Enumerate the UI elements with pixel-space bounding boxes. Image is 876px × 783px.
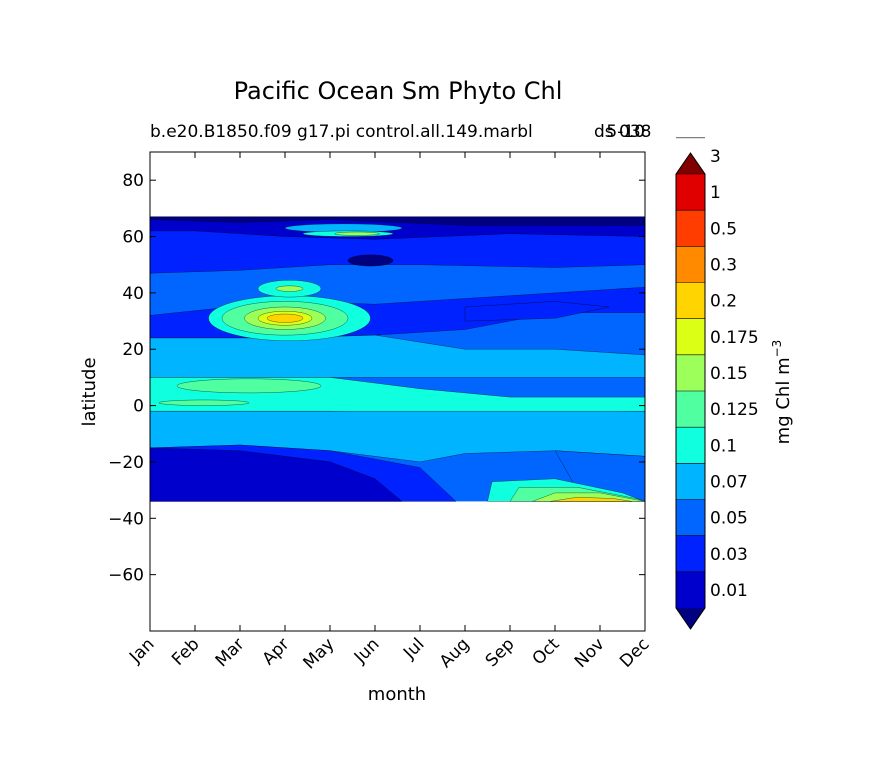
y-tick-label: 40 [122, 284, 144, 304]
colorbar-segment [676, 391, 705, 428]
contour-field [150, 216, 645, 502]
patch-may-peak [334, 231, 380, 236]
subtropic-north-low2 [464, 301, 610, 322]
colorbar-label-exponent: −3 [770, 340, 784, 358]
colorbar-label: mg Chl m−3 [770, 340, 794, 445]
colorbar-segment [676, 318, 705, 355]
x-tick-label: Dec [616, 634, 653, 671]
x-tick-label: Feb [168, 634, 203, 669]
low-patch-jun [347, 254, 394, 267]
colorbar-tick-label: 0.5 [710, 219, 737, 239]
colorbar-tick-label: 0.1 [710, 436, 737, 456]
y-axis-label: latitude [79, 357, 100, 426]
x-tick-label: Apr [259, 634, 294, 669]
colorbar-extend-max [676, 153, 705, 174]
colorbar-tick-label: 0.125 [710, 400, 759, 420]
colorbar-tick-label: 0.15 [710, 364, 748, 384]
colorbar-extend-min [676, 608, 705, 629]
x-tick-label: Mar [212, 634, 249, 671]
x-axis-label: month [368, 684, 426, 705]
colorbar-tick-label: 0.175 [710, 328, 759, 348]
y-axis: −60 −40 −20 0 20 40 60 80 [108, 171, 645, 586]
x-tick-label: Aug [436, 634, 474, 672]
colorbar-segment [676, 535, 705, 572]
colorbar: 0.01 0.03 0.05 0.07 0.1 0.125 0.15 0.175 0.2 0.3 0… [675, 137, 759, 630]
bloom-32s-peak [550, 496, 632, 502]
x-tick-label: Sep [482, 634, 519, 671]
colorbar-segment [676, 174, 705, 211]
y-tick-label: −40 [108, 509, 144, 529]
colorbar-segment [676, 463, 705, 500]
y-tick-label: 60 [122, 228, 144, 248]
y-tick-label: −60 [108, 566, 144, 586]
x-tick-label: Oct [529, 634, 564, 669]
colorbar-segment [676, 499, 705, 536]
colorbar-tick-label: 1 [710, 183, 721, 203]
chart-subtitle-right: 5-10 [606, 122, 645, 142]
colorbar-tick-label: 0.05 [710, 509, 748, 529]
x-tick-label: May [300, 634, 339, 673]
plot-frame [149, 151, 646, 632]
colorbar-tick-label: 0.2 [710, 292, 737, 312]
x-tick-label: Nov [571, 634, 609, 672]
equatorial-patch-mar [176, 378, 322, 394]
subtropic-south-lower [150, 447, 403, 502]
chart-subtitle-left: b.e20.B1850.f09 g17.pi control.all.149.m… [150, 122, 533, 142]
x-tick-label: Jan [125, 634, 158, 667]
equatorial-patch-feb [158, 399, 250, 406]
band-arctic-edge [150, 216, 645, 226]
y-tick-label: −20 [108, 453, 144, 473]
colorbar-segment [676, 427, 705, 464]
colorbar-label-main: mg Chl m [773, 357, 794, 444]
colorbar-tick-label: 0.01 [710, 581, 748, 601]
y-tick-label: 0 [133, 397, 144, 417]
bloom-30n-peak [266, 313, 304, 323]
colorbar-segment [676, 282, 705, 319]
x-tick-label: Jul [399, 634, 428, 663]
colorbar-segment [676, 571, 705, 608]
colorbar-segment [676, 246, 705, 283]
y-tick-label: 80 [122, 171, 144, 191]
bloom-41n-core [275, 285, 304, 292]
chart-subtitle-overlap: ds 038 [594, 122, 652, 142]
colorbar-label-group: mg Chl m−3 [770, 340, 794, 445]
y-tick-label: 20 [122, 340, 144, 360]
colorbar-tick-label: 0.07 [710, 472, 748, 492]
x-tick-label: Jun [350, 634, 384, 668]
colorbar-segment [676, 354, 705, 391]
colorbar-tick-label: 0.03 [710, 545, 748, 565]
colorbar-outline [675, 152, 706, 630]
colorbar-tick-label: 0.3 [710, 255, 737, 275]
colorbar-tick-label: 3 [710, 147, 721, 167]
chart-title: Pacific Ocean Sm Phyto Chl [234, 77, 563, 105]
colorbar-segment [676, 210, 705, 247]
